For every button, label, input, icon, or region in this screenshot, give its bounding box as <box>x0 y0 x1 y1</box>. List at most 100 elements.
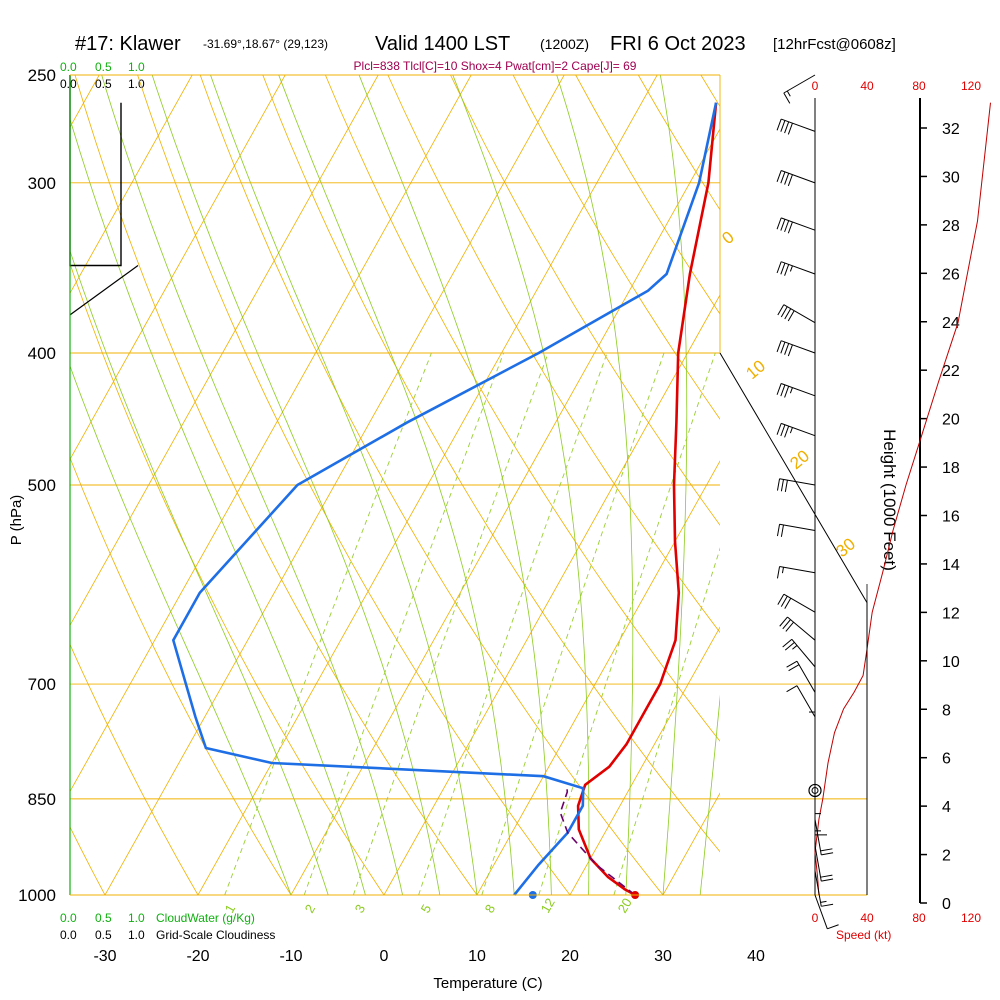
speed-axis-title: Speed (kt) <box>836 928 891 942</box>
wind-barb-flag <box>784 220 790 233</box>
wind-barb-staff <box>783 593 816 613</box>
cloudwater-tick-bottom-1: 0.5 <box>95 911 112 925</box>
wind-barb-flag <box>776 478 781 491</box>
wind-barb <box>786 660 816 693</box>
wind-barb-staff <box>779 566 816 574</box>
wind-barb-flag <box>780 306 788 318</box>
wind-barb-flag <box>780 384 786 397</box>
wind-tick-bottom: 120 <box>961 911 981 925</box>
wind-barb <box>776 422 816 438</box>
wind-barb <box>776 118 816 135</box>
temperature-tick-label: 30 <box>654 948 672 965</box>
mixing-ratio-label: 3 <box>352 902 369 916</box>
cloudwater-tick-top-1: 0.5 <box>95 60 112 74</box>
wind-barb-flag <box>784 264 790 276</box>
cloudiness-tick-bottom-2: 1.0 <box>128 928 145 942</box>
wind-speed-line <box>814 102 991 896</box>
wind-barb-flag <box>787 221 793 234</box>
wind-barb-flag <box>788 664 800 672</box>
dry-adiabat <box>951 75 1000 895</box>
isotherm-line <box>70 75 193 295</box>
wind-barb <box>776 523 816 537</box>
wind-barb-flag <box>783 92 791 104</box>
height-axis-title: Height (1000 Feet) <box>880 429 899 571</box>
wind-barb <box>779 616 816 641</box>
temperature-tick-label: 20 <box>561 948 579 965</box>
wind-barb-staff <box>814 894 828 929</box>
moist-adiabat <box>358 75 552 895</box>
mixing-ratio-label: 5 <box>418 902 435 916</box>
wind-barb-staff <box>781 261 816 275</box>
mixing-ratio-label: 12 <box>538 895 558 915</box>
wind-barb-flag <box>784 641 795 651</box>
wind-barb-flag <box>776 118 782 131</box>
height-tick-label: 0 <box>942 896 951 913</box>
wind-barb <box>782 638 816 668</box>
cloud-profile <box>69 75 139 316</box>
wind-barb-staff <box>796 660 816 693</box>
wind-barb-flag <box>776 566 781 579</box>
cloudiness-label: Grid-Scale Cloudiness <box>156 928 275 942</box>
wind-barb-flag <box>784 425 790 438</box>
grid-clipped <box>0 75 1000 895</box>
dry-adiabat <box>0 75 12 895</box>
dry-adiabat <box>70 456 292 895</box>
pressure-tick-label: 250 <box>28 66 56 85</box>
mixing-ratio-line <box>418 352 608 895</box>
pressure-tick-label: 850 <box>28 790 56 809</box>
cloud-scales-top: 0.0 0.5 1.0 0.0 0.5 1.0 <box>60 60 145 91</box>
mixing-ratio-label: 8 <box>482 902 499 916</box>
moist-adiabat <box>70 117 366 895</box>
wind-barb-half <box>789 387 793 394</box>
wind-barb-flag <box>776 340 782 353</box>
forecast-info: [12hrFcst@0608z] <box>773 36 896 53</box>
height-boundary-line <box>719 352 868 895</box>
theta-label: 20 <box>786 446 813 473</box>
wind-barb-staff <box>787 616 816 641</box>
wind-barb-flag <box>784 173 790 185</box>
dry-adiabat <box>700 75 720 108</box>
pressure-tick-label: 1000 <box>18 886 56 905</box>
mixing-ratio-label: 2 <box>302 902 319 916</box>
station-location: -31.69°,18.67° (29,123) <box>203 37 328 51</box>
temperature-tick-label: -30 <box>93 948 116 965</box>
dry-adiabat <box>325 75 720 742</box>
wind-barb <box>776 383 816 398</box>
wind-barb-half <box>789 265 793 272</box>
mix-clipped <box>224 352 720 895</box>
cloudwater-tick-top-2: 1.0 <box>128 60 145 74</box>
wind-barb-half <box>820 900 827 903</box>
theta-label: 0 <box>718 227 737 248</box>
height-tick-label: 30 <box>942 169 960 186</box>
wind-barb-flag <box>776 170 782 182</box>
mixing-ratio-line <box>303 352 505 895</box>
wind-barb-flag <box>785 621 794 632</box>
wind-barb <box>776 170 816 187</box>
isotherm-line <box>70 75 286 461</box>
wind-barb-staff <box>781 217 816 231</box>
temperature-line <box>576 102 718 897</box>
wind-barb <box>777 304 816 324</box>
parcel-line <box>559 784 636 896</box>
wind-barb <box>776 478 816 493</box>
height-tick-label: 8 <box>942 702 951 719</box>
wind-barb-flag <box>787 310 795 322</box>
x-axis-title: Temperature (C) <box>433 975 542 992</box>
wind-barb-flag <box>787 174 793 187</box>
cloudiness-diagonal <box>69 265 139 316</box>
height-tick-label: 24 <box>942 315 960 332</box>
dry-adiabat <box>826 75 1000 895</box>
wind-barb-flag <box>780 341 786 354</box>
wind-barb-half <box>781 567 784 574</box>
temperature-tick-label: -10 <box>279 948 302 965</box>
cloud-scales-bottom: 0.0 0.5 1.0 CloudWater (g/Kg) 0.0 0.5 1.… <box>60 911 275 942</box>
wind-barb-flag <box>780 120 786 132</box>
wind-barb-flag <box>780 424 786 437</box>
wind-barb-flag <box>784 480 788 493</box>
wind-tick-bottom: 0 <box>812 911 819 925</box>
thermo-grid <box>0 75 1000 895</box>
utc-time: (1200Z) <box>540 36 589 52</box>
